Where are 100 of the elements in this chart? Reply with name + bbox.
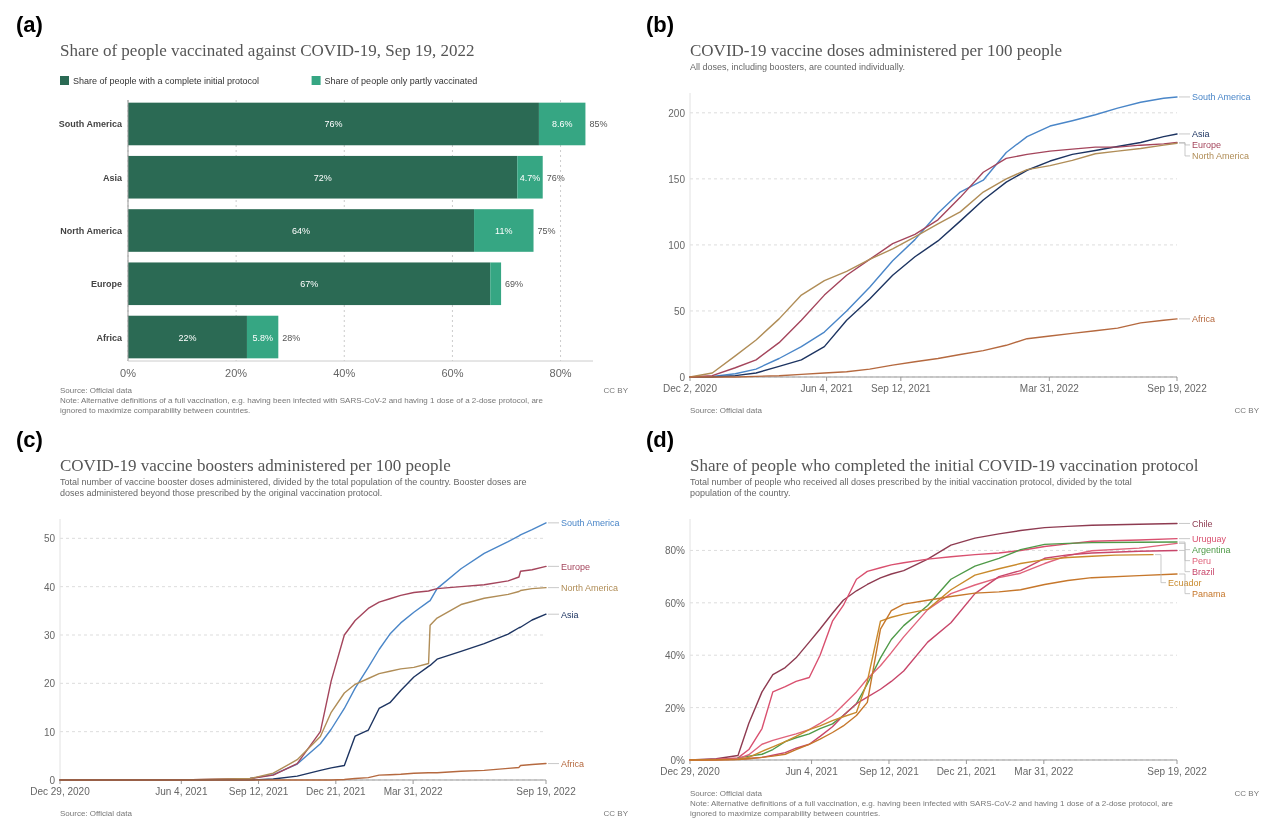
x-tick-label: Dec 29, 2020 (660, 766, 721, 777)
x-tick-label: Jun 4, 2021 (155, 786, 208, 797)
x-tick-label: Dec 2, 2020 (663, 383, 718, 394)
bar (128, 155, 518, 199)
text: (c) (16, 427, 43, 452)
y-tick-label: 150 (668, 173, 686, 185)
chart-subtitle: Total number of vaccine booster doses administered, divided by the total population of the country. Booster doses are doses administered beyond those prescribed by the original vaccination protocol. (60, 477, 527, 498)
text: CC BY (1234, 789, 1260, 798)
series-label: Europe (561, 561, 591, 572)
text: Panama (1192, 589, 1226, 600)
y-tick-label: 60% (664, 597, 686, 609)
bar (538, 102, 586, 146)
chart-title: COVID-19 vaccine doses administered per 100 people (690, 41, 1062, 60)
y-tick-label: 0 (49, 775, 56, 786)
text: Peru (1192, 556, 1212, 567)
y-tick-label: 100 (668, 239, 686, 251)
total-label: 85% (589, 119, 608, 130)
text: Ecuador (1168, 578, 1202, 589)
line-series (59, 762, 547, 781)
y-tick-label: 20 (43, 678, 56, 690)
data-label: 22% (178, 332, 197, 343)
y-tick-label: 0 (679, 372, 686, 383)
x-tick-label: Sep 19, 2022 (516, 786, 577, 797)
series-label: Asia (1192, 129, 1210, 140)
x-tick-label: 60% (441, 367, 464, 379)
total-label: 76% (546, 172, 565, 183)
x-tick-label: Sep 12, 2021 (871, 383, 932, 394)
source-note: Source: Official data (60, 809, 133, 818)
y-tick-label: 10 (43, 726, 56, 738)
x-tick-label: Sep 12, 2021 (859, 766, 920, 777)
data-label: 11% (495, 226, 513, 236)
bar (128, 209, 475, 252)
series-label: Argentina (1192, 545, 1231, 556)
series-label: Africa (1192, 314, 1216, 325)
y-tick-label: Europe (90, 279, 122, 290)
series-label: South America (1192, 92, 1251, 103)
x-tick-label: Mar 31, 2022 (383, 786, 443, 797)
chart-title: Share of people who completed the initial COVID-19 vaccination protocol (690, 456, 1199, 475)
data-label: 5.8% (252, 332, 273, 343)
text: Brazil (1192, 567, 1215, 578)
x-tick-label: Mar 31, 2022 (1019, 383, 1080, 394)
y-tick-label: North America (60, 226, 123, 236)
series-label: South America (561, 518, 620, 529)
text: (b) (646, 12, 675, 37)
chart-subtitle: All doses, including boosters, are counted individually. (690, 62, 905, 72)
source-note: Source: Official data (60, 386, 133, 395)
x-tick-label: 20% (225, 367, 248, 379)
y-tick-label: 50 (43, 533, 56, 545)
y-tick-label: 20% (664, 702, 686, 714)
x-tick-label: Sep 19, 2022 (1147, 383, 1208, 394)
series-label: Africa (561, 759, 585, 770)
x-tick-label: 80% (549, 367, 572, 379)
y-tick-label: 200 (668, 107, 686, 119)
bar (128, 262, 491, 306)
x-tick-label: 0% (120, 367, 137, 379)
x-tick-label: Mar 31, 2022 (1014, 766, 1074, 777)
source-note: Source: Official data (690, 406, 763, 415)
y-tick-label: 40 (43, 581, 56, 593)
data-label: 67% (300, 279, 319, 290)
bar (128, 102, 539, 146)
text: Note: Alternative definitions of a full vaccination, e.g. having been infected with SARS-CoV-2 and having 1 dose of a 2-dose protocol, are ignored to maximize comparability between countries. (690, 799, 1174, 818)
y-tick-label: Africa (96, 332, 123, 343)
legend-label: Share of people with a complete initial protocol (73, 76, 260, 86)
series-label: Europe (1192, 140, 1222, 151)
bar (128, 315, 247, 359)
x-tick-label: 40% (333, 367, 356, 379)
source-note: Source: Official data (690, 789, 763, 798)
data-label: 8.6% (551, 119, 573, 130)
text: (d) (646, 427, 675, 452)
chart-title: Share of people vaccinated against COVID-19, Sep 19, 2022 (60, 41, 475, 60)
data-label: 72% (313, 172, 332, 183)
x-tick-label: Jun 4, 2021 (800, 383, 854, 394)
total-label: 69% (505, 279, 524, 290)
y-tick-label: 80% (664, 545, 686, 557)
chart-title: COVID-19 vaccine boosters administered per 100 people (60, 456, 451, 475)
total-label: 28% (282, 332, 301, 343)
data-label: 4.7% (519, 172, 541, 183)
x-tick-label: Dec 21, 2021 (306, 786, 367, 797)
y-tick-label: South America (58, 119, 123, 130)
legend-label: Share of people only partly vaccinated (324, 76, 478, 86)
y-tick-label: 30 (43, 630, 56, 641)
bar (490, 262, 502, 306)
y-tick-label: 0% (670, 755, 686, 766)
data-label: 64% (292, 226, 311, 236)
series-label: North America (561, 583, 619, 594)
series-label: North America (1192, 151, 1250, 162)
text: (a) (16, 12, 43, 37)
bar (517, 155, 543, 199)
data-label: 76% (324, 119, 343, 130)
x-tick-label: Sep 12, 2021 (228, 786, 289, 797)
x-tick-label: Jun 4, 2021 (785, 766, 839, 777)
bar (246, 315, 279, 359)
series-label: Asia (561, 609, 579, 620)
y-tick-label: 40% (664, 650, 686, 662)
y-tick-label: Asia (102, 172, 123, 183)
text: CC BY (603, 386, 629, 395)
series-label: Uruguay (1192, 534, 1227, 545)
chart-subtitle: Total number of people who received all doses prescribed by the initial vaccination protocol, divided by the total population of the country. (690, 477, 1132, 498)
y-tick-label: 50 (673, 305, 686, 317)
text: Note: Alternative definitions of a full vaccination, e.g. having been infected with SARS-CoV-2 and having 1 dose of a 2-dose protocol, are ignored to maximize comparability between countries. (60, 396, 544, 415)
